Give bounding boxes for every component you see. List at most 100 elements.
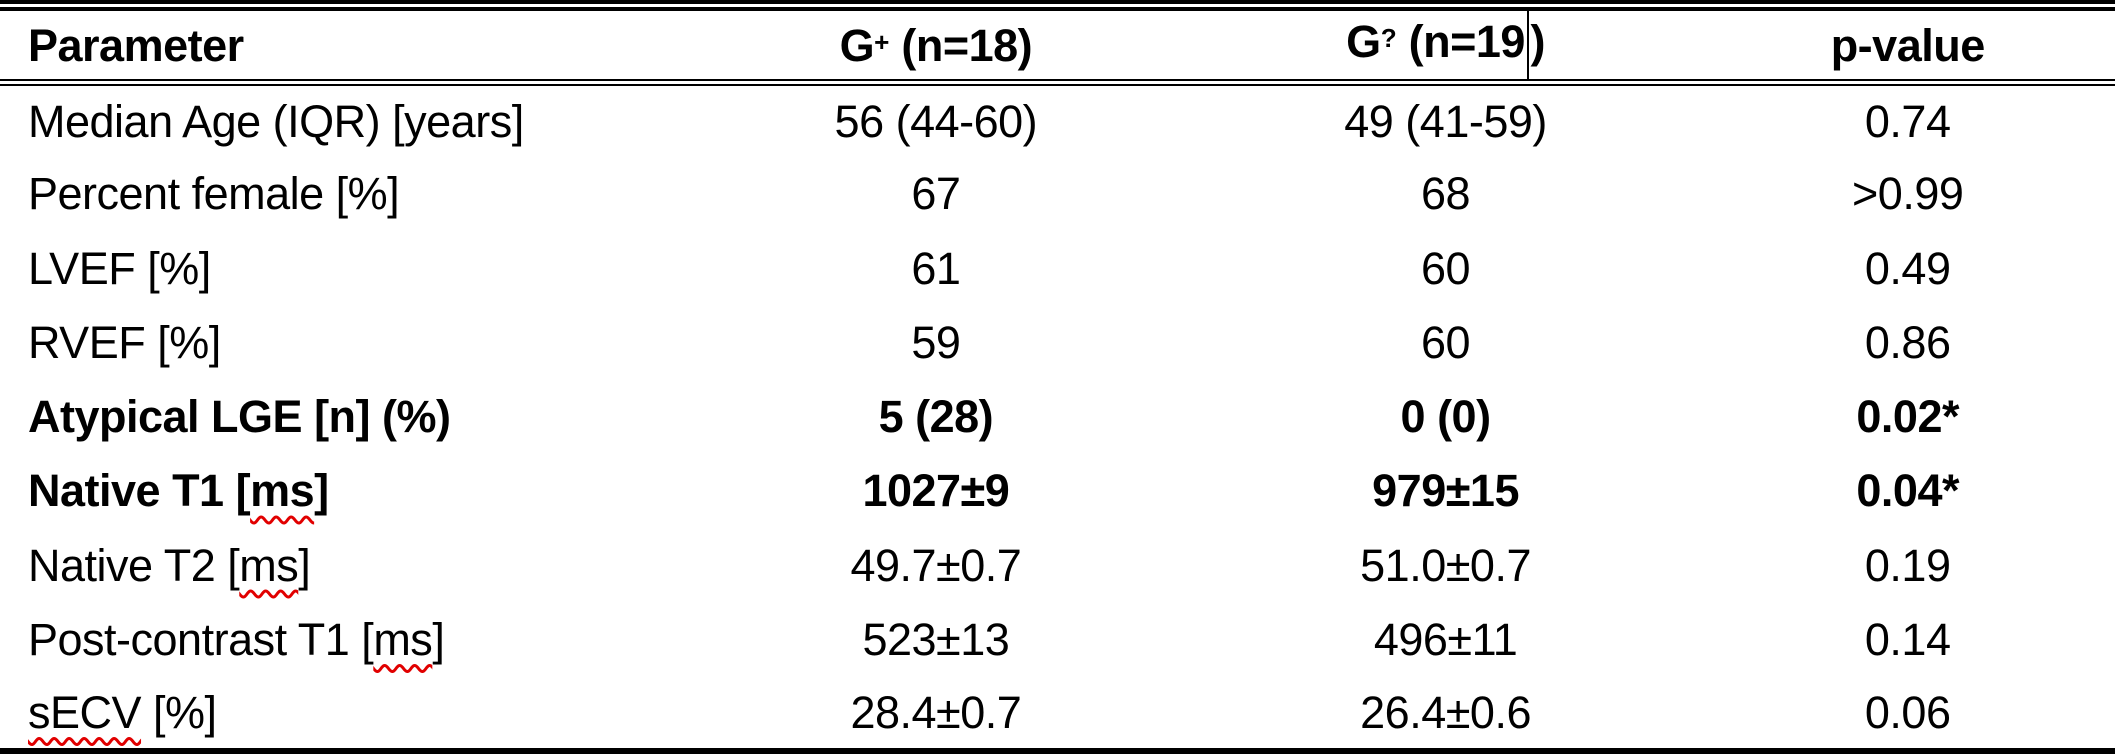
cell-text: Parameter [28, 19, 244, 71]
cell-text: (n=18) [889, 19, 1033, 71]
parameter-cell[interactable]: RVEF [%] [0, 305, 681, 379]
cell-text: Post-contrast T1 [ [28, 613, 374, 665]
cell-text: 0.04* [1856, 465, 1960, 517]
cell-text: Native T1 [ [28, 465, 251, 517]
value-cell[interactable]: 68 [1191, 157, 1701, 231]
cell-text: Percent female [%] [28, 168, 400, 220]
cell-text: 51.0±0.7 [1360, 539, 1531, 591]
cell-text: ] [298, 539, 311, 591]
cell-text: 5 (28) [878, 391, 994, 443]
value-cell[interactable]: 979±15 [1191, 454, 1701, 528]
value-cell[interactable]: 0.04* [1700, 454, 2115, 528]
table-head: Parameter G+ (n=18) G? (n=19) p-value [0, 0, 2115, 86]
cell-text: 523±13 [862, 613, 1010, 665]
column-header-g-query[interactable]: G? (n=19) [1190, 0, 1701, 86]
cell-text: >0.99 [1852, 168, 1964, 220]
value-cell[interactable]: 0 (0) [1191, 380, 1701, 454]
cell-text: 0.49 [1864, 242, 1951, 294]
cell-text: 28.4±0.7 [850, 686, 1022, 738]
value-cell[interactable]: 60 [1191, 305, 1701, 379]
parameter-cell[interactable]: Post-contrast T1 [ms] [0, 602, 681, 676]
value-cell[interactable]: 0.02* [1700, 380, 2115, 454]
cell-text: 0.19 [1864, 539, 1951, 591]
cell-text: 0.06 [1864, 686, 1951, 738]
column-header-parameter[interactable]: Parameter [0, 0, 682, 86]
parameter-cell[interactable]: sECV [%] [0, 676, 682, 754]
parameter-cell[interactable]: Median Age (IQR) [years] [0, 83, 681, 157]
table-row: Post-contrast T1 [ms] 523±13 496±11 0.14 [0, 602, 2115, 676]
table-body: Median Age (IQR) [years] 56 (44-60) 49 (41… [0, 83, 2115, 754]
value-cell[interactable]: 5 (28) [681, 380, 1191, 454]
cell-text: 67 [911, 168, 961, 220]
cell-text: 49.7±0.7 [850, 539, 1022, 591]
cell-text: 0.02* [1856, 391, 1960, 443]
cell-text: 0.14 [1864, 613, 1951, 665]
value-cell[interactable]: 49 (41-59) [1191, 83, 1701, 157]
table-row: LVEF [%] 61 60 0.49 [0, 231, 2115, 305]
cell-text: G [1346, 15, 1381, 67]
cell-text: ] [314, 465, 329, 517]
cell-text: ) [1530, 15, 1545, 67]
table-row: Native T1 [ms] 1027±9 979±15 0.04* [0, 454, 2115, 528]
value-cell[interactable]: 0.19 [1700, 528, 2115, 602]
cell-text: ] [432, 613, 445, 665]
misspelled-word: sECV [28, 686, 142, 738]
value-cell[interactable]: 61 [681, 231, 1191, 305]
value-cell[interactable]: 59 [681, 305, 1191, 379]
value-cell[interactable]: 28.4±0.7 [681, 676, 1191, 754]
cell-text: 60 [1421, 242, 1471, 294]
cell-text: 59 [911, 316, 961, 368]
parameter-cell[interactable]: Atypical LGE [n] (%) [0, 380, 681, 454]
cell-text: 56 (44-60) [834, 95, 1038, 147]
value-cell[interactable]: 67 [681, 157, 1191, 231]
cell-text: 49 (41-59) [1344, 95, 1547, 147]
cell-text: G [839, 19, 875, 71]
parameter-cell[interactable]: Percent female [%] [0, 157, 681, 231]
value-cell[interactable]: 26.4±0.6 [1190, 676, 1701, 754]
cell-text: Native T2 [ [28, 539, 240, 591]
cell-text: 496±11 [1373, 613, 1518, 665]
cell-text: 0 (0) [1400, 391, 1492, 443]
value-cell[interactable]: 51.0±0.7 [1191, 528, 1701, 602]
superscript: ? [1380, 22, 1397, 53]
cell-text: 0.74 [1864, 95, 1951, 147]
table-row: Atypical LGE [n] (%) 5 (28) 0 (0) 0.02* [0, 380, 2115, 454]
value-cell[interactable]: 49.7±0.7 [681, 528, 1191, 602]
value-cell[interactable]: >0.99 [1700, 157, 2115, 231]
parameter-cell[interactable]: Native T2 [ms] [0, 528, 681, 602]
table-row: Percent female [%] 67 68 >0.99 [0, 157, 2115, 231]
table-row: Native T2 [ms] 49.7±0.7 51.0±0.7 0.19 [0, 528, 2115, 602]
cell-text: p-value [1830, 19, 1986, 71]
header-row: Parameter G+ (n=18) G? (n=19) p-value [0, 0, 2115, 86]
value-cell[interactable]: 0.14 [1700, 602, 2115, 676]
value-cell[interactable]: 0.49 [1700, 231, 2115, 305]
misspelled-word: ms [250, 465, 315, 517]
value-cell[interactable]: 1027±9 [681, 454, 1191, 528]
value-cell[interactable]: 0.74 [1700, 83, 2115, 157]
value-cell[interactable]: 496±11 [1191, 602, 1701, 676]
cell-text: 60 [1421, 316, 1471, 368]
table-row: RVEF [%] 59 60 0.86 [0, 305, 2115, 379]
value-cell[interactable]: 523±13 [681, 602, 1191, 676]
superscript: + [874, 26, 890, 57]
cell-text: 68 [1421, 168, 1471, 220]
value-cell[interactable]: 56 (44-60) [681, 83, 1191, 157]
cell-text: (n=19 [1396, 15, 1526, 67]
parameter-cell[interactable]: LVEF [%] [0, 231, 681, 305]
cell-text: 1027±9 [862, 465, 1010, 517]
cell-text: 979±15 [1372, 465, 1519, 517]
parameter-cell[interactable]: Native T1 [ms] [0, 454, 681, 528]
column-header-g-plus[interactable]: G+ (n=18) [681, 0, 1191, 86]
value-cell[interactable]: 0.86 [1700, 305, 2115, 379]
column-header-p-value[interactable]: p-value [1700, 0, 2115, 86]
value-cell[interactable]: 60 [1191, 231, 1701, 305]
misspelled-word: ms [373, 613, 433, 665]
cell-text: RVEF [%] [28, 316, 221, 368]
text-cursor-caret [1526, 11, 1530, 79]
cell-text: Median Age (IQR) [years] [28, 95, 524, 147]
value-cell[interactable]: 0.06 [1700, 676, 2115, 754]
table-row: sECV [%] 28.4±0.7 26.4±0.6 0.06 [0, 676, 2115, 754]
cell-text: Atypical LGE [n] (%) [28, 391, 451, 443]
